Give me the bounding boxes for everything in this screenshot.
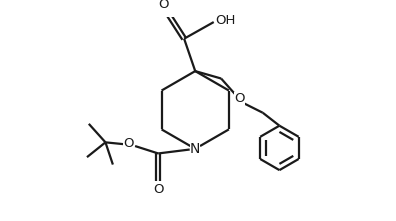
Text: O: O <box>158 0 169 11</box>
Text: N: N <box>190 142 200 156</box>
Text: O: O <box>123 137 134 150</box>
Text: OH: OH <box>215 14 236 27</box>
Text: O: O <box>153 183 164 196</box>
Text: O: O <box>234 92 245 105</box>
